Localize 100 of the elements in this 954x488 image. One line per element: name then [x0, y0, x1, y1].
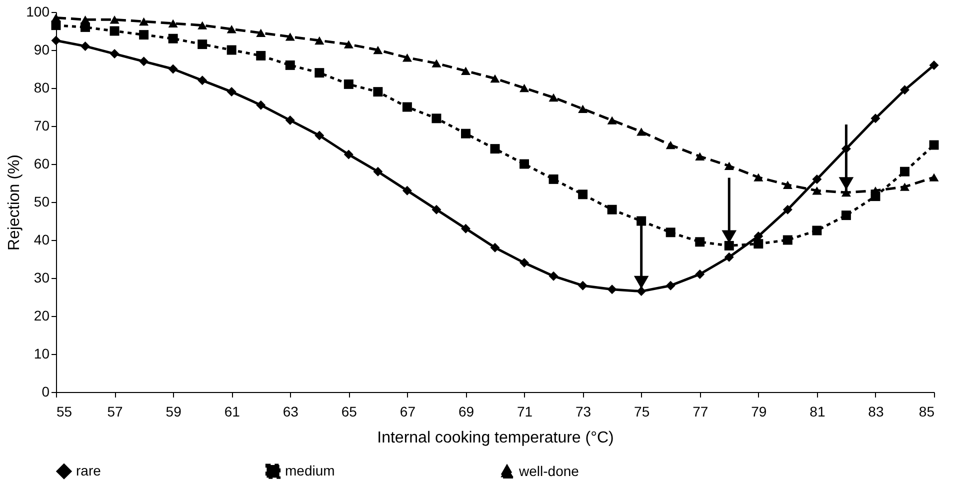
point — [607, 116, 617, 124]
point — [666, 140, 676, 150]
point — [110, 49, 120, 59]
point — [782, 235, 792, 245]
y-tick-label: 30 — [34, 270, 50, 286]
point — [373, 87, 383, 97]
point — [607, 284, 617, 294]
x-tick-label: 61 — [224, 404, 240, 420]
point — [51, 36, 61, 46]
point — [460, 128, 470, 138]
y-tick-label: 80 — [34, 80, 50, 96]
point — [754, 231, 764, 241]
point — [548, 174, 558, 184]
point — [168, 19, 178, 28]
point — [578, 280, 588, 290]
point — [666, 228, 676, 238]
point — [402, 53, 412, 62]
point — [724, 252, 734, 262]
point — [490, 144, 500, 154]
point — [929, 60, 939, 70]
point — [344, 40, 354, 48]
point — [460, 224, 470, 234]
point — [402, 102, 412, 112]
y-tick-label: 0 — [42, 384, 50, 400]
point — [432, 204, 442, 214]
point — [900, 166, 910, 176]
point — [812, 174, 822, 184]
x-tick-label: 83 — [868, 404, 884, 420]
y-tick-label: 40 — [34, 232, 50, 248]
point — [520, 159, 530, 169]
point — [782, 180, 792, 190]
y-tick-label: 100 — [26, 4, 50, 20]
x-tick-label: 75 — [634, 404, 650, 420]
y-tick-label: 50 — [34, 194, 50, 210]
point — [432, 59, 442, 68]
y-axis-title: Rejection (%) — [6, 154, 24, 251]
point — [110, 26, 120, 36]
point — [344, 150, 354, 160]
x-tick-label: 73 — [576, 404, 592, 420]
x-tick-label: 69 — [458, 404, 474, 420]
point — [168, 34, 178, 44]
point — [460, 66, 470, 76]
point — [198, 21, 208, 30]
point — [695, 269, 705, 279]
point — [314, 130, 324, 140]
point — [168, 64, 178, 74]
x-tick-label: 81 — [810, 404, 826, 420]
legend-label: rare — [76, 462, 102, 478]
point — [373, 166, 383, 176]
point — [256, 50, 266, 60]
x-axis-title: Internal cooking temperature (°C) — [377, 430, 614, 446]
point — [373, 46, 383, 54]
point — [198, 76, 208, 86]
point — [256, 28, 266, 38]
point — [490, 74, 500, 83]
point — [870, 186, 880, 195]
point — [754, 239, 764, 249]
legend-label: medium — [285, 462, 335, 478]
point — [695, 237, 705, 247]
point — [285, 60, 295, 70]
point — [285, 32, 295, 41]
point — [402, 186, 412, 196]
point — [80, 41, 90, 51]
point — [432, 114, 442, 124]
y-tick-label: 90 — [34, 42, 50, 58]
point — [578, 104, 588, 114]
point — [782, 204, 792, 214]
point — [226, 87, 236, 97]
point — [548, 93, 558, 102]
point — [812, 226, 822, 236]
point — [695, 152, 705, 161]
x-tick-label: 71 — [516, 404, 533, 420]
point — [607, 204, 617, 214]
y-tick-label: 60 — [34, 156, 50, 172]
x-tick-label: 59 — [166, 404, 182, 420]
point — [724, 162, 734, 170]
point — [870, 114, 880, 124]
legend-label: well-done — [518, 462, 580, 479]
x-tick-label: 85 — [918, 404, 935, 420]
point — [80, 15, 90, 24]
y-tick-label: 10 — [34, 346, 50, 362]
point — [578, 190, 588, 200]
point — [520, 84, 530, 92]
point — [139, 17, 149, 26]
x-tick-label: 63 — [282, 404, 299, 420]
x-tick-label: 57 — [107, 404, 124, 420]
point — [548, 271, 558, 281]
point — [110, 15, 120, 24]
point — [812, 186, 822, 195]
point — [314, 68, 324, 78]
point — [900, 182, 910, 191]
point — [520, 258, 530, 268]
x-tick-label: 65 — [341, 404, 358, 420]
y-tick-label: 20 — [34, 308, 50, 324]
point — [490, 242, 500, 252]
x-tick-label: 67 — [400, 404, 416, 420]
point — [929, 173, 939, 182]
y-tick-label: 70 — [34, 118, 50, 134]
point — [139, 56, 149, 66]
point — [636, 128, 646, 136]
